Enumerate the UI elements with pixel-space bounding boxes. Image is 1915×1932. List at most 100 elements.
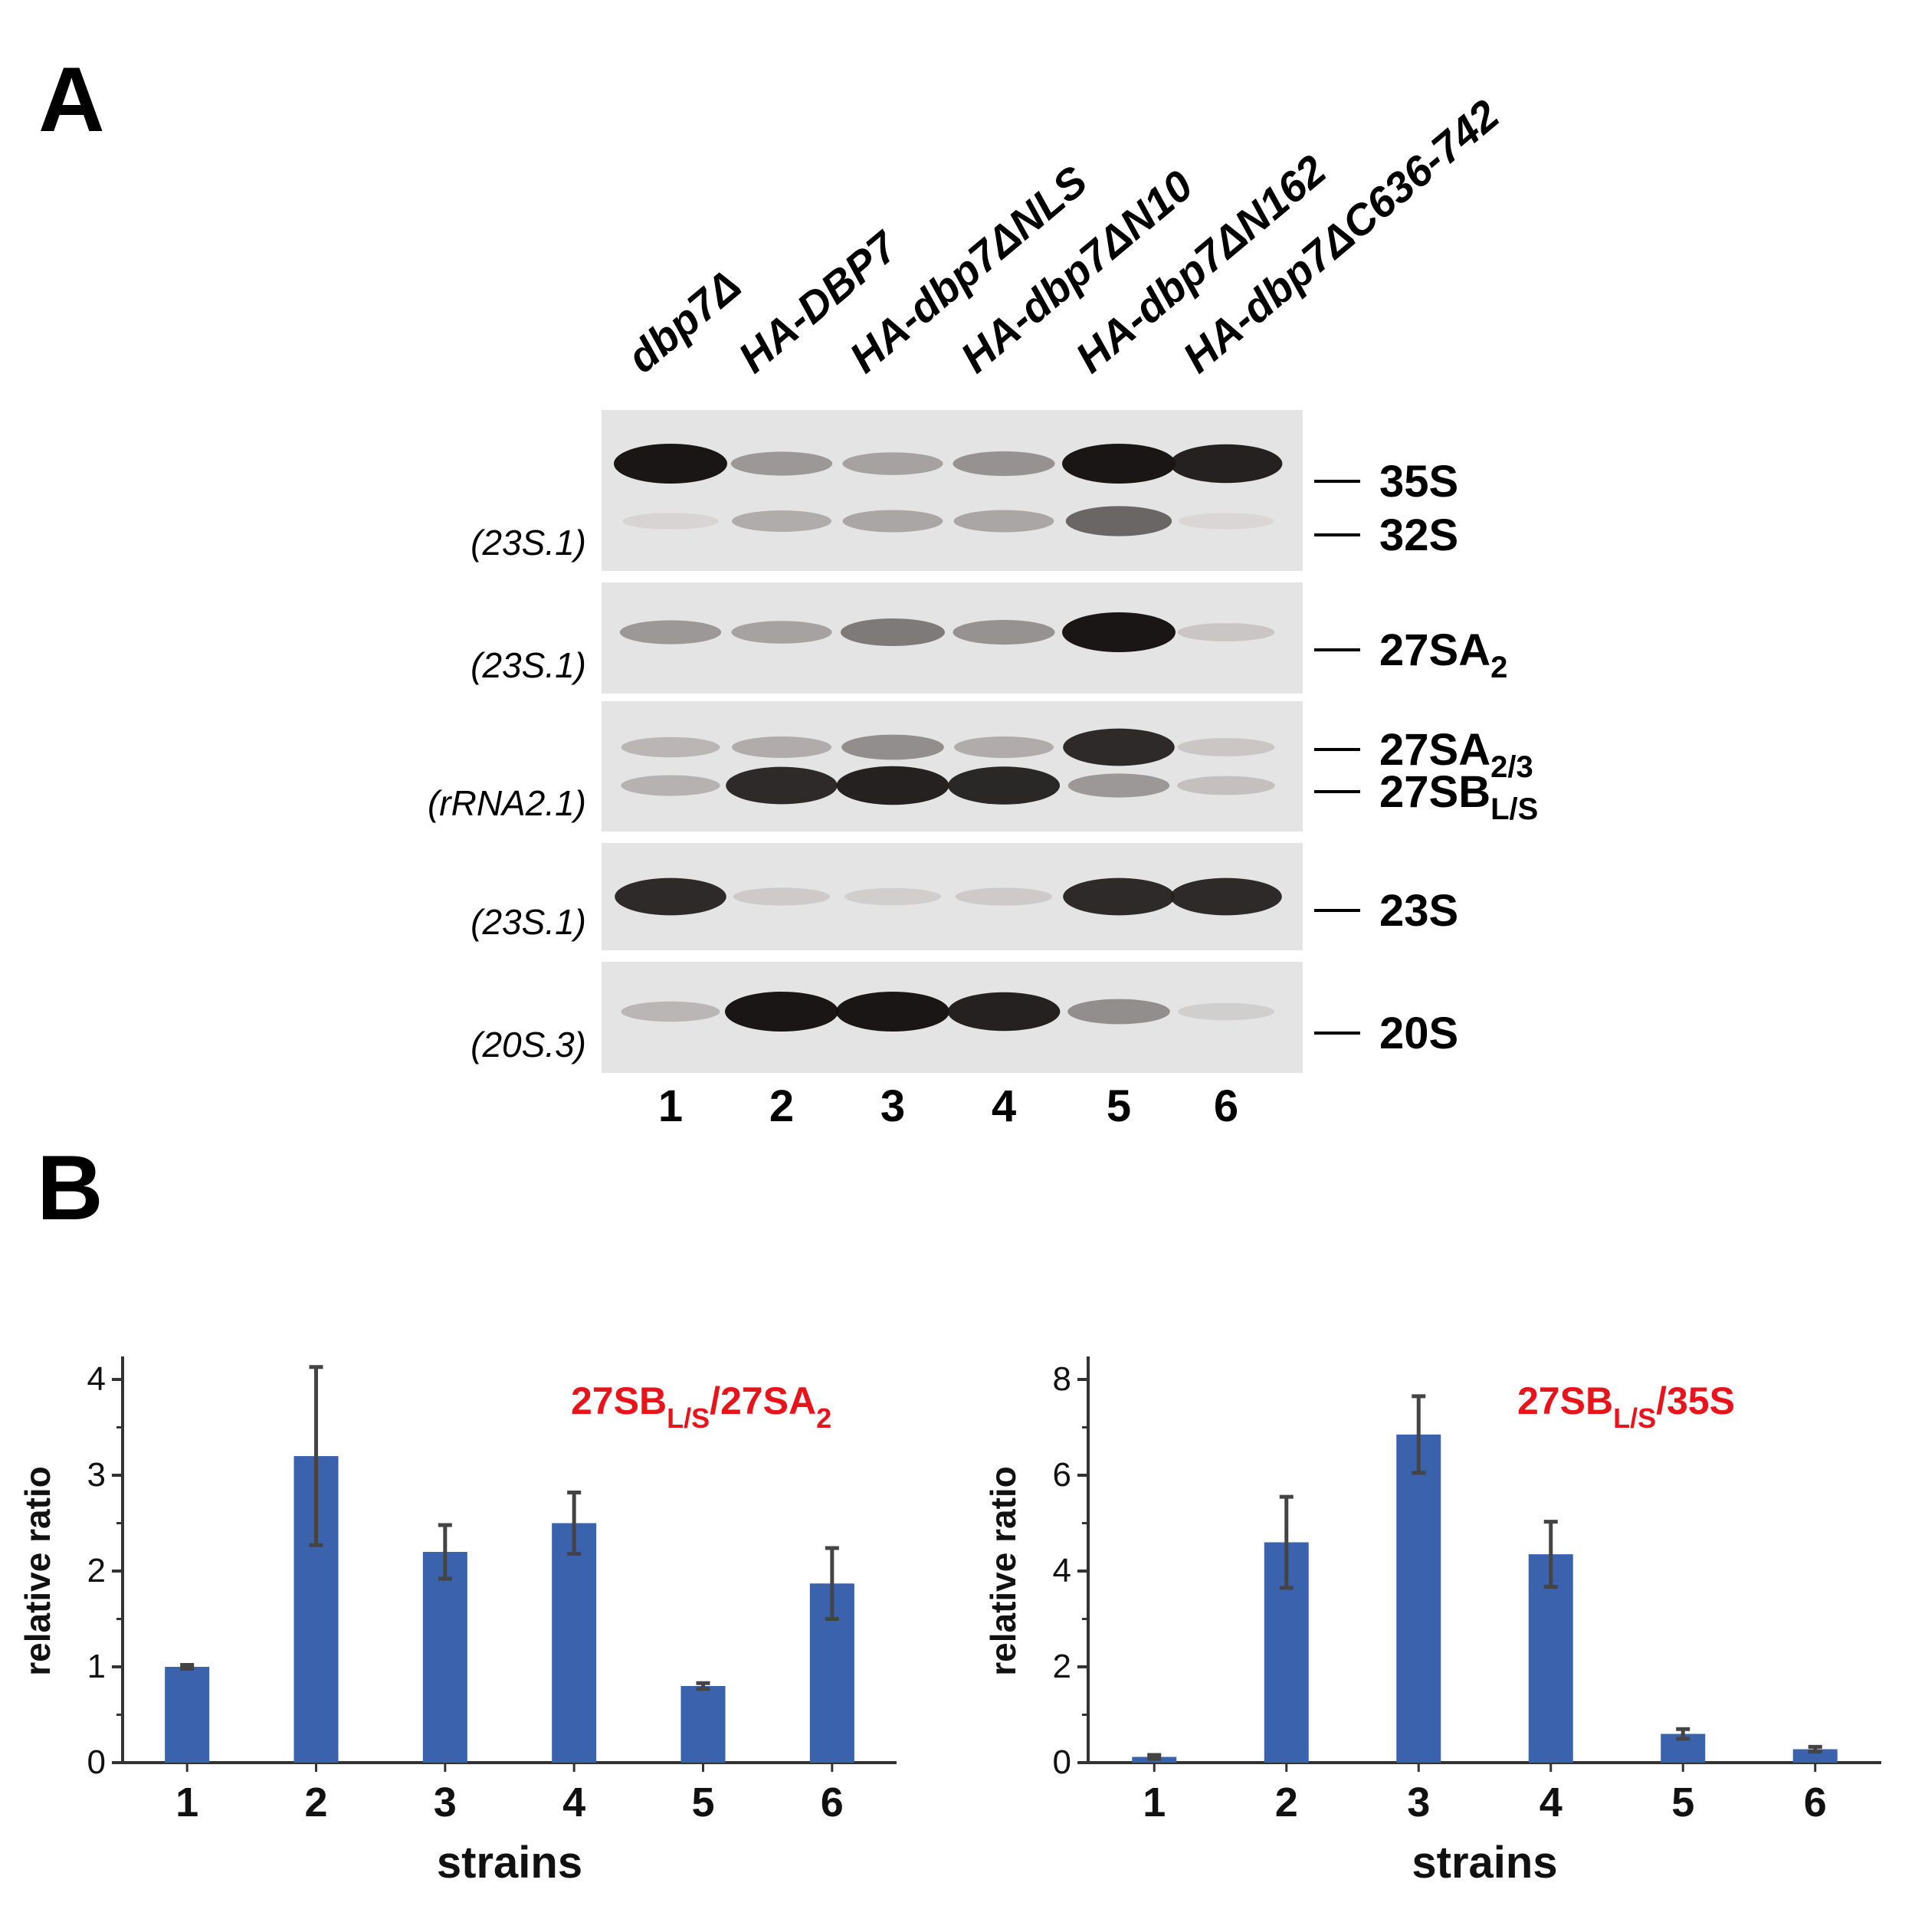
blot-panel-5 [602, 962, 1303, 1073]
chart-title-part: 27SB [571, 1379, 667, 1422]
band-marker-line [1314, 790, 1360, 793]
band-35s-lane-5 [1062, 444, 1176, 484]
band-label-23s: 23S [1379, 886, 1459, 936]
y-tick-label: 2 [87, 1552, 106, 1589]
y-tick-label: 2 [1053, 1648, 1071, 1685]
blot-panel-4 [602, 843, 1303, 950]
band-27sb-lane-4 [947, 766, 1061, 805]
x-tick-label: 3 [434, 1779, 457, 1825]
band-27sb-lane-6 [1177, 776, 1275, 795]
chart-title-part: 27SB [1517, 1379, 1613, 1422]
x-tick-label: 6 [1804, 1779, 1827, 1825]
band-marker-line [1314, 480, 1360, 483]
band-23s-lane-2 [733, 887, 831, 906]
blot-panel-1 [602, 410, 1303, 571]
lane-header-1: dbp7Δ [618, 260, 750, 382]
lane-number-6: 6 [1213, 1081, 1239, 1131]
band-label-27sa: 27SA2/3 [1379, 725, 1533, 784]
band-label-20s: 20S [1379, 1009, 1459, 1058]
y-tick-label: 1 [87, 1648, 106, 1685]
band-27sa-lane-4 [954, 736, 1054, 758]
y-axis-label: relative ratio [983, 1466, 1023, 1676]
band-32s-lane-3 [842, 510, 943, 533]
band-35s-lane-2 [730, 451, 833, 476]
probe-label-3: (rRNA2.1) [427, 783, 586, 823]
bar-strain-3 [422, 1552, 467, 1763]
bar-strain-3 [1396, 1434, 1441, 1763]
x-axis-label: strains [1412, 1838, 1557, 1888]
band-32s-lane-5 [1065, 506, 1172, 536]
chart-title-part: /35S [1656, 1379, 1735, 1422]
probe-label-2: (23S.1) [471, 645, 586, 685]
band-35s-lane-1 [614, 444, 727, 484]
band-27sa-lane-5 [1063, 728, 1175, 766]
band-27sa-lane-2 [732, 736, 831, 758]
band-27sa-lane-3 [841, 618, 945, 646]
chart-title: 27SBL/S/35S [1517, 1379, 1735, 1434]
band-27sa-lane-6 [1177, 623, 1275, 641]
band-27sb-lane-3 [836, 766, 949, 805]
band-32s-lane-2 [732, 510, 831, 532]
band-20s-lane-5 [1067, 999, 1170, 1025]
band-marker-line [1314, 748, 1360, 751]
band-35s-lane-3 [842, 452, 943, 475]
x-tick-label: 5 [691, 1779, 714, 1825]
band-27sa-lane-3 [841, 734, 944, 760]
x-tick-label: 3 [1407, 1779, 1430, 1825]
x-tick-label: 4 [1540, 1779, 1562, 1825]
band-32s-lane-4 [953, 510, 1054, 533]
bar-strain-4 [1528, 1554, 1573, 1763]
chart-title-part: 2 [816, 1402, 831, 1434]
band-23s-lane-3 [844, 887, 941, 906]
band-20s-lane-4 [947, 992, 1061, 1032]
band-27sa-lane-6 [1177, 738, 1275, 756]
band-27sa-lane-4 [953, 619, 1055, 645]
band-marker-line [1314, 533, 1360, 536]
y-axis-label: relative ratio [18, 1466, 57, 1676]
band-35s-lane-4 [953, 451, 1055, 477]
band-27sa-lane-1 [621, 736, 720, 758]
band-marker-line [1314, 909, 1360, 912]
band-27sa-lane-2 [731, 621, 832, 644]
lane-number-3: 3 [880, 1081, 906, 1131]
x-tick-label: 5 [1671, 1779, 1694, 1825]
band-32s-lane-1 [622, 513, 719, 530]
x-tick-label: 1 [175, 1779, 198, 1825]
band-27sb-lane-1 [621, 775, 720, 796]
panel-b-label: B [37, 1137, 103, 1239]
y-tick-label: 0 [1053, 1743, 1071, 1781]
panel-a-label: A [38, 48, 105, 151]
band-label-27sb: 27SBL/S [1379, 767, 1539, 826]
probe-label-4: (23S.1) [471, 902, 586, 942]
band-label-35s: 35S [1379, 457, 1459, 507]
blot-panel-2 [602, 582, 1303, 694]
x-tick-label: 4 [562, 1779, 585, 1825]
probe-label-1: (23S.1) [471, 523, 586, 563]
y-tick-label: 3 [87, 1456, 106, 1494]
y-tick-label: 0 [87, 1743, 106, 1781]
band-23s-lane-6 [1170, 877, 1282, 916]
band-32s-lane-6 [1178, 513, 1274, 530]
band-marker-line [1314, 1032, 1360, 1035]
bar-chart-27sb-35s: 0 2 4 6 8 1 2 3 4 5 6 strains relative ratio 27SBL/S/… [983, 1356, 1881, 1888]
chart-title-part: /27SA [710, 1379, 816, 1422]
y-tick-label: 4 [87, 1360, 106, 1398]
bar-strain-1 [165, 1667, 210, 1763]
band-27sa-lane-5 [1062, 612, 1176, 652]
chart-title-part: L/S [1613, 1402, 1656, 1434]
bar-strain-4 [552, 1523, 597, 1763]
x-axis-label: strains [437, 1838, 582, 1888]
lane-number-2: 2 [769, 1081, 795, 1131]
band-27sb-lane-5 [1067, 773, 1170, 798]
band-label-32s: 32S [1379, 510, 1459, 560]
band-23s-lane-5 [1063, 877, 1175, 916]
x-tick-label: 2 [304, 1779, 327, 1825]
y-tick-label: 8 [1053, 1360, 1071, 1398]
lane-number-1: 1 [657, 1081, 684, 1131]
chart-title: 27SBL/S/27SA2 [571, 1379, 831, 1434]
band-20s-lane-6 [1178, 1002, 1274, 1021]
band-27sa-lane-1 [619, 620, 722, 645]
band-marker-line [1314, 648, 1360, 651]
x-tick-label: 6 [821, 1779, 844, 1825]
band-23s-lane-1 [615, 877, 726, 916]
